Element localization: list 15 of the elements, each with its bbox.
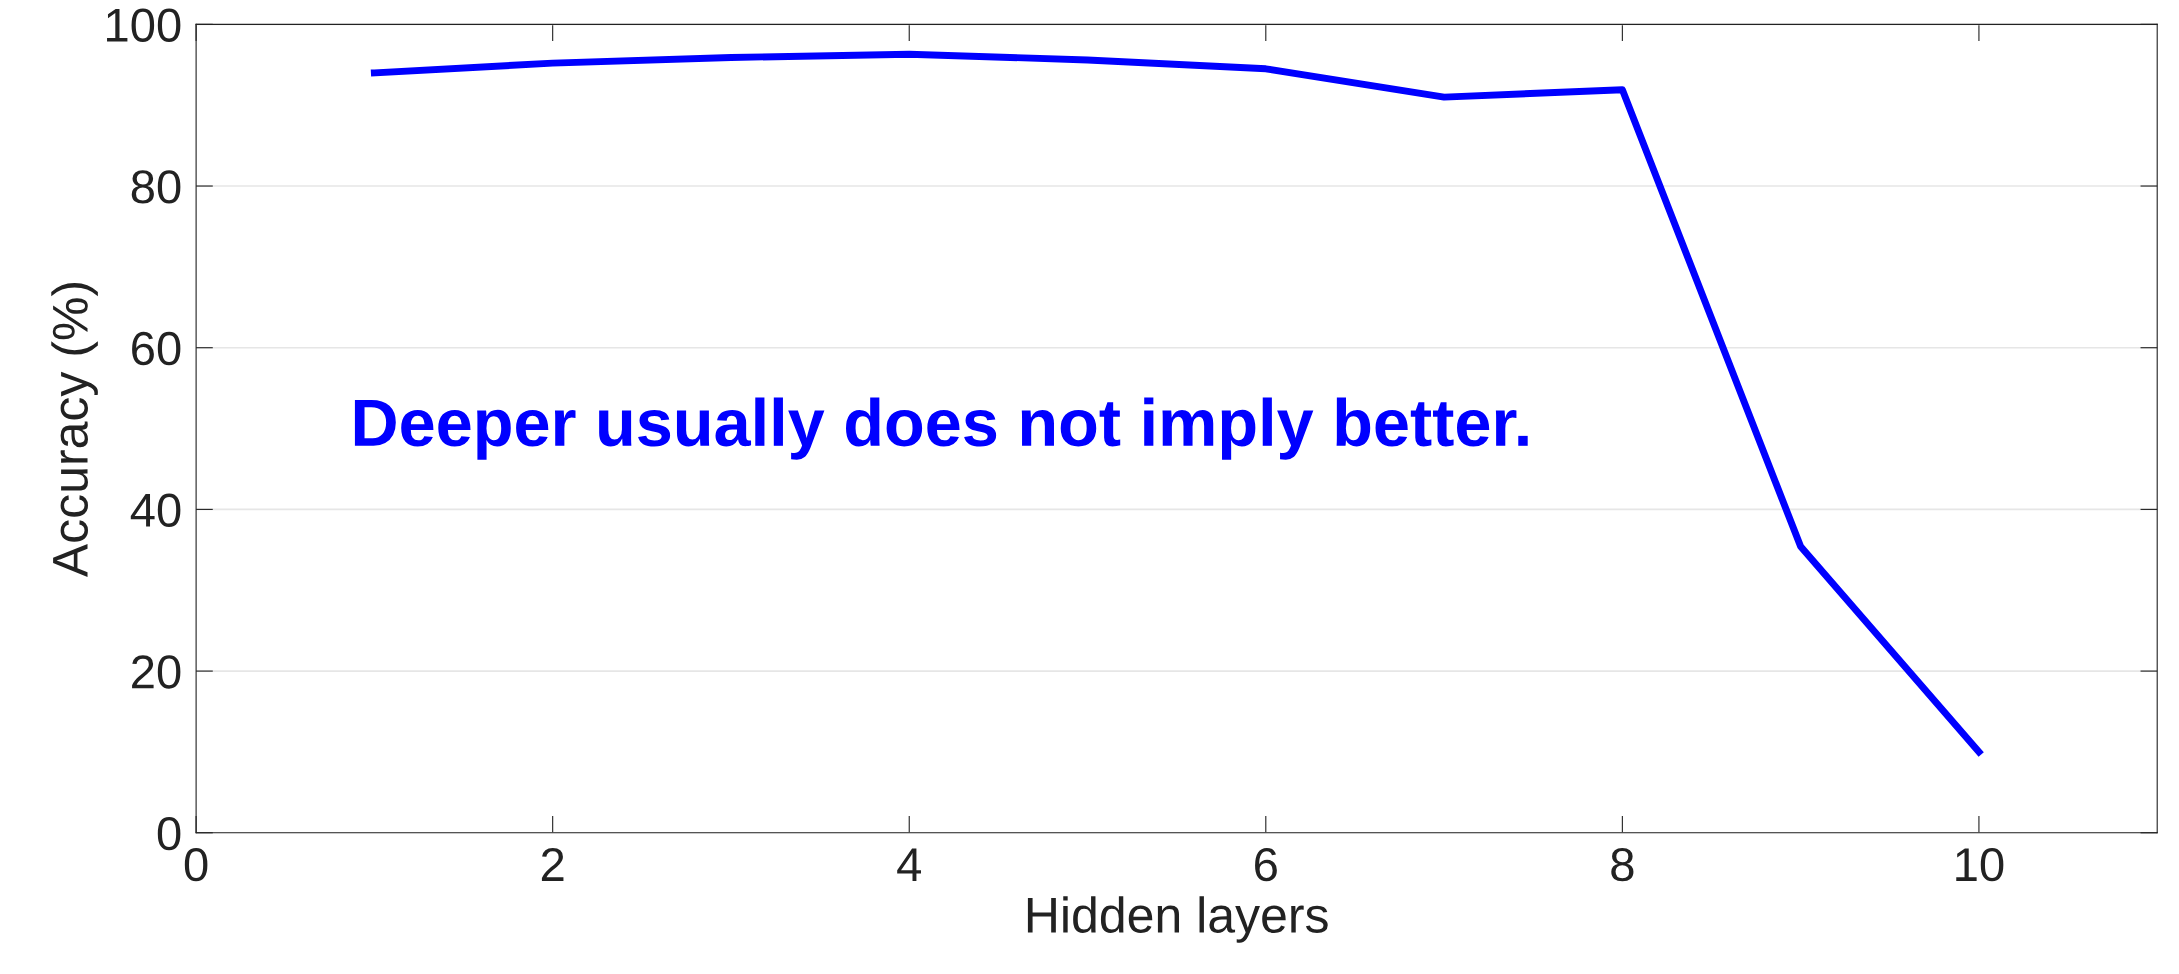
y-tick-label: 20 xyxy=(132,655,181,689)
x-tick-label: 4 xyxy=(897,848,921,881)
y-axis-title: Accuracy (%) xyxy=(51,283,98,578)
annotation: Deeper usually does not imply better. xyxy=(354,397,1528,460)
y-tick-label: 0 xyxy=(157,816,181,851)
x-tick-label: 2 xyxy=(541,847,564,881)
x-tick-label: 8 xyxy=(1611,847,1634,882)
x-axis-title: Hidden layers xyxy=(1027,896,1328,943)
x-tick-label: 6 xyxy=(1255,847,1277,882)
y-tick-label: 60 xyxy=(132,331,181,366)
y-tick-label: 100 xyxy=(107,8,181,42)
x-tick-label: 0 xyxy=(184,847,208,882)
x-tick-label: 10 xyxy=(1956,847,2004,882)
y-tick-label: 40 xyxy=(130,493,181,527)
y-tick-label: 80 xyxy=(131,170,181,204)
